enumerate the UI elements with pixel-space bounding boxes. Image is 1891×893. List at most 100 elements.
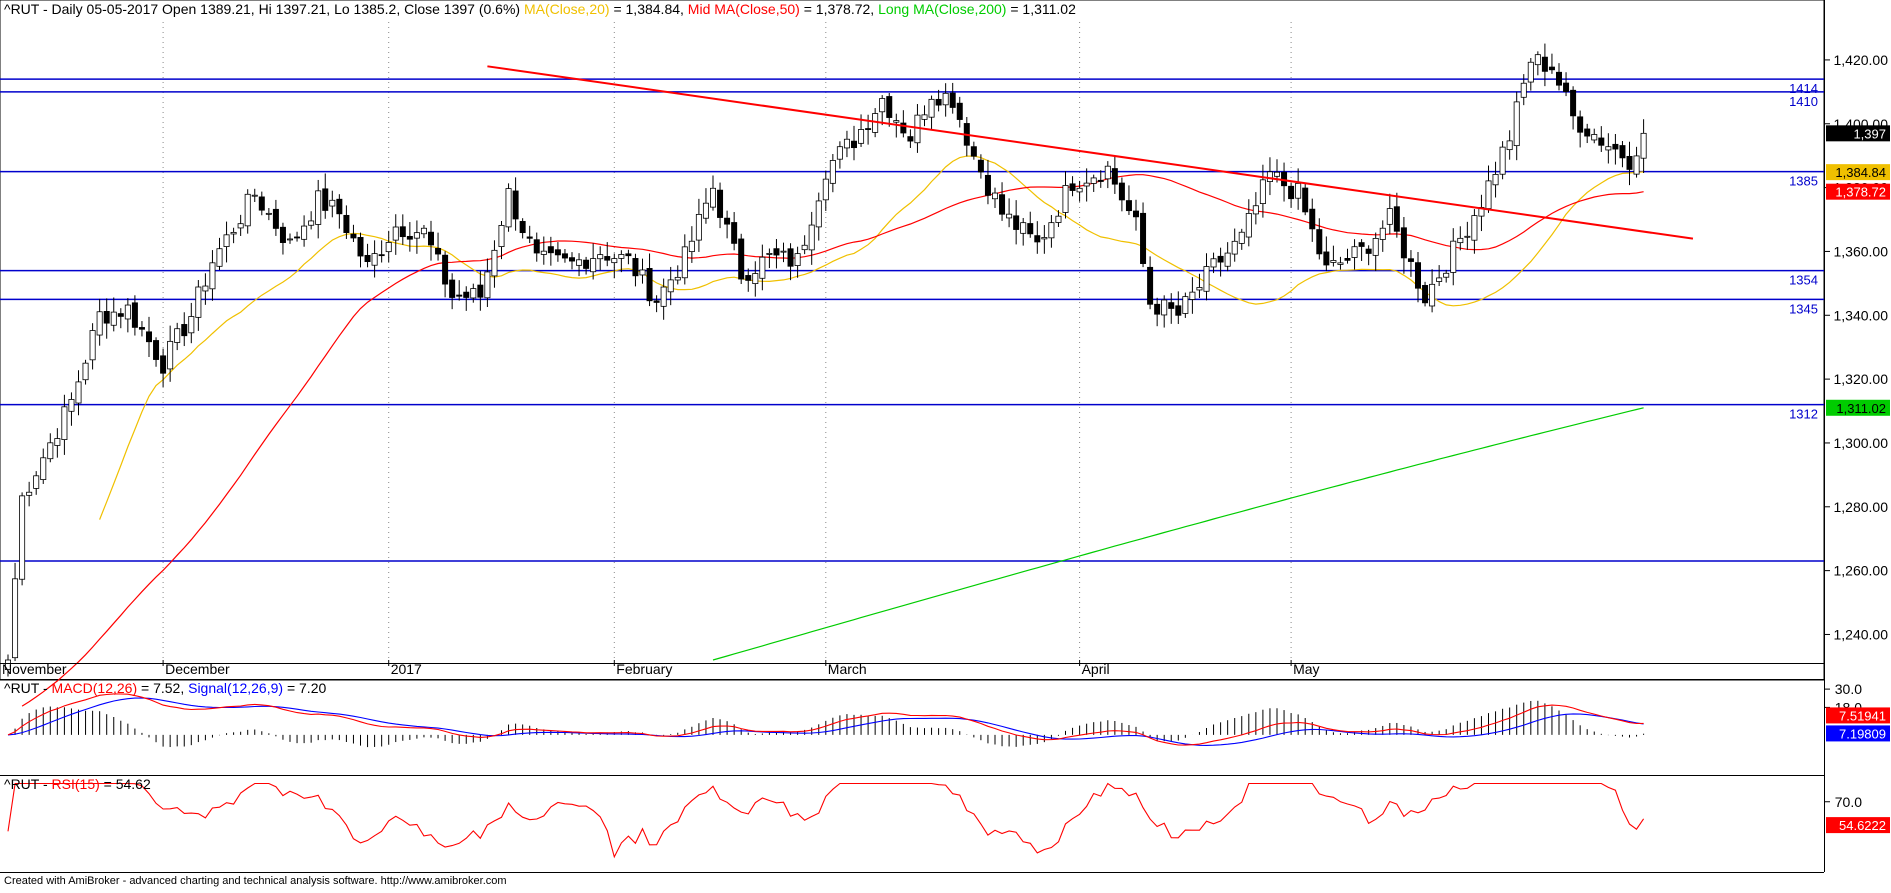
level-label: 1345 (1789, 301, 1818, 316)
candle-up (470, 288, 477, 299)
level-label: 1312 (1789, 407, 1818, 422)
candle-up (843, 138, 850, 149)
candle-down (1175, 305, 1182, 316)
candle-up (1351, 246, 1358, 258)
candle-up (597, 254, 604, 260)
candle-down (724, 217, 731, 225)
candle-up (308, 220, 315, 226)
candle-down (1217, 255, 1224, 263)
candle-up (1048, 222, 1055, 239)
rsi-header: ^RUT - RSI(15) = 54.62 (4, 776, 151, 792)
candle-up (1224, 252, 1231, 267)
candle-up (1429, 283, 1436, 307)
candle-up (61, 406, 68, 440)
candle-down (1584, 128, 1591, 137)
candle-up (1062, 185, 1069, 213)
candle-down (364, 254, 371, 263)
candle-down (427, 231, 434, 246)
candle-up (202, 285, 209, 292)
candle-up (385, 242, 392, 253)
candle-up (195, 286, 202, 318)
candle-up (576, 259, 583, 266)
candle-up (33, 475, 40, 489)
rsi-tick-label: 70.0 (1835, 794, 1862, 810)
candle-down (435, 247, 442, 255)
price-tag (1826, 183, 1890, 200)
candle-up (695, 213, 702, 241)
candle-up (1640, 132, 1647, 159)
candle-up (75, 381, 82, 404)
candle-up (1471, 215, 1478, 241)
candle-down (935, 98, 942, 106)
candle-up (1020, 222, 1027, 234)
candle-up (1245, 213, 1252, 238)
rsi-line (7, 782, 1645, 859)
candle-up (230, 231, 237, 235)
candle-down (865, 128, 872, 130)
macd-value-tag (1826, 725, 1890, 742)
candle-up (893, 120, 900, 123)
macd-header: ^RUT - MACD(12,26) = 7.52, Signal(12,26,… (4, 680, 326, 696)
candle-up (1337, 262, 1344, 265)
candle-up (759, 256, 766, 279)
signal-line (7, 697, 1644, 746)
candle-down (322, 188, 329, 211)
candle-down (1013, 215, 1020, 230)
candle-down (1365, 248, 1372, 254)
candle-up (858, 129, 865, 144)
candle-down (561, 253, 568, 259)
price-tag-label: 1,384.84 (1835, 165, 1886, 180)
footer-credit: Created with AmiBroker - advanced charti… (4, 875, 507, 887)
candle-up (1633, 155, 1640, 175)
candle-up (1090, 177, 1097, 184)
candle-up (89, 330, 96, 361)
candle-down (907, 136, 914, 142)
candle-up (766, 253, 773, 255)
rsi-value-tag (1826, 817, 1890, 834)
candle-up (1513, 101, 1520, 147)
price-tags: 1,397 1,384.84 1,378.72 1,311.02 (1826, 125, 1890, 416)
candle-down (1323, 251, 1330, 266)
price-tick-label: 1,280.00 (1834, 499, 1889, 515)
candle-up (1527, 61, 1534, 83)
candle-up (1041, 237, 1048, 240)
candle-down (984, 174, 991, 196)
candle-down (977, 159, 984, 173)
candle-down (519, 221, 526, 234)
candle-down (1570, 89, 1577, 117)
candle-up (1231, 240, 1238, 255)
price-tick-label: 1,360.00 (1834, 243, 1889, 259)
candle-up (420, 227, 427, 235)
candle-up (244, 193, 251, 227)
candle-up (1379, 227, 1386, 240)
month-label: 2017 (391, 661, 422, 677)
candle-down (886, 96, 893, 118)
candle-down (1400, 227, 1407, 259)
candle-up (1104, 165, 1111, 180)
candle-up (1161, 299, 1168, 316)
candle-down (1034, 235, 1041, 243)
rsi-panel: 70.0 54.6222 (7, 782, 1890, 859)
candlesticks (5, 43, 1647, 677)
candle-down (787, 248, 794, 267)
candle-up (216, 248, 223, 267)
candle-down (526, 236, 533, 239)
candle-up (1492, 174, 1499, 186)
candle-down (1069, 183, 1076, 191)
candle-up (1252, 205, 1259, 215)
candle-up (491, 249, 498, 277)
candle-up (1182, 296, 1189, 314)
candle-down (477, 284, 484, 298)
candle-down (378, 254, 385, 257)
candle-up (484, 271, 491, 299)
candle-up (752, 273, 759, 285)
candle-up (921, 114, 928, 120)
candle-down (731, 222, 738, 244)
candle-up (1210, 258, 1217, 268)
candle-up (54, 438, 61, 446)
candle-up (815, 200, 822, 228)
price-tag (1826, 164, 1890, 181)
candle-up (167, 340, 174, 370)
